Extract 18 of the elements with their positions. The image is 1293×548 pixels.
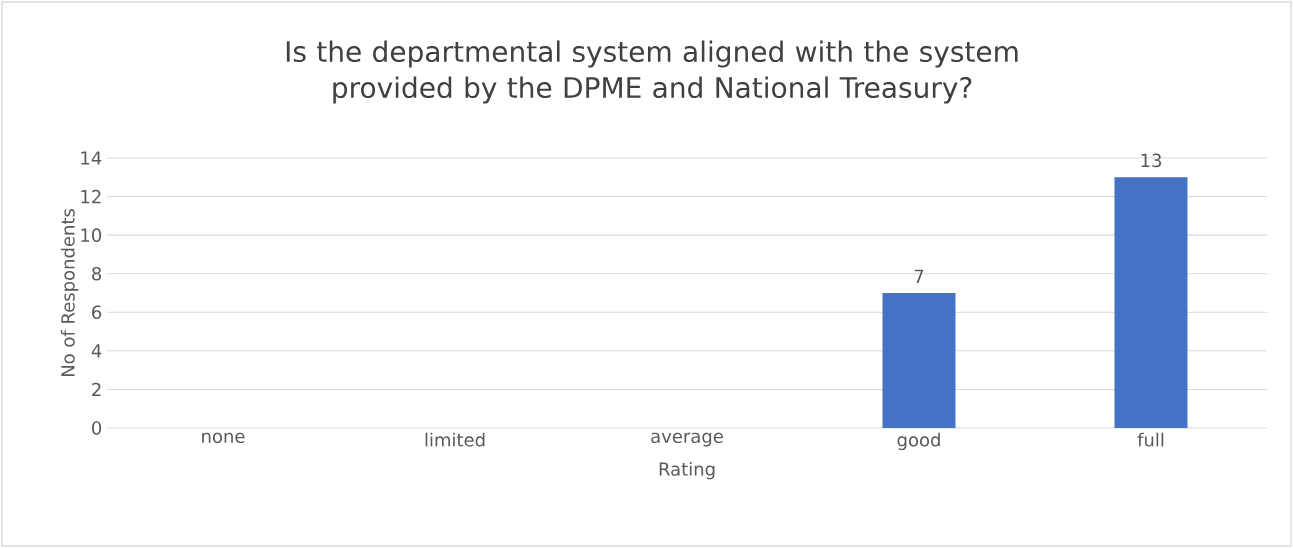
x-tick-label: full bbox=[1137, 432, 1164, 447]
x-tick-label: limited bbox=[425, 432, 485, 447]
y-tick-label: 6 bbox=[92, 305, 102, 320]
y-tick-label: 2 bbox=[92, 382, 101, 397]
chart-title: Is the departmental system aligned with the system provided by the DPME and National Treasury? bbox=[286, 40, 1018, 104]
y-tick-label: 14 bbox=[81, 151, 102, 165]
data-label: 7 bbox=[914, 269, 924, 283]
y-tick-label: 4 bbox=[91, 344, 102, 358]
y-tick-label: 10 bbox=[81, 228, 102, 242]
y-axis-title: No of Respondents bbox=[60, 209, 79, 377]
y-tick-label: 0 bbox=[92, 421, 102, 435]
data-label: 13 bbox=[1141, 153, 1162, 168]
x-tick-label: none bbox=[202, 432, 245, 444]
y-tick-label: 8 bbox=[92, 266, 102, 281]
x-axis-title: Rating bbox=[659, 461, 715, 480]
x-tick-label: good bbox=[897, 432, 940, 451]
x-tick-label: average bbox=[651, 432, 723, 447]
y-tick-label: 12 bbox=[81, 189, 101, 204]
